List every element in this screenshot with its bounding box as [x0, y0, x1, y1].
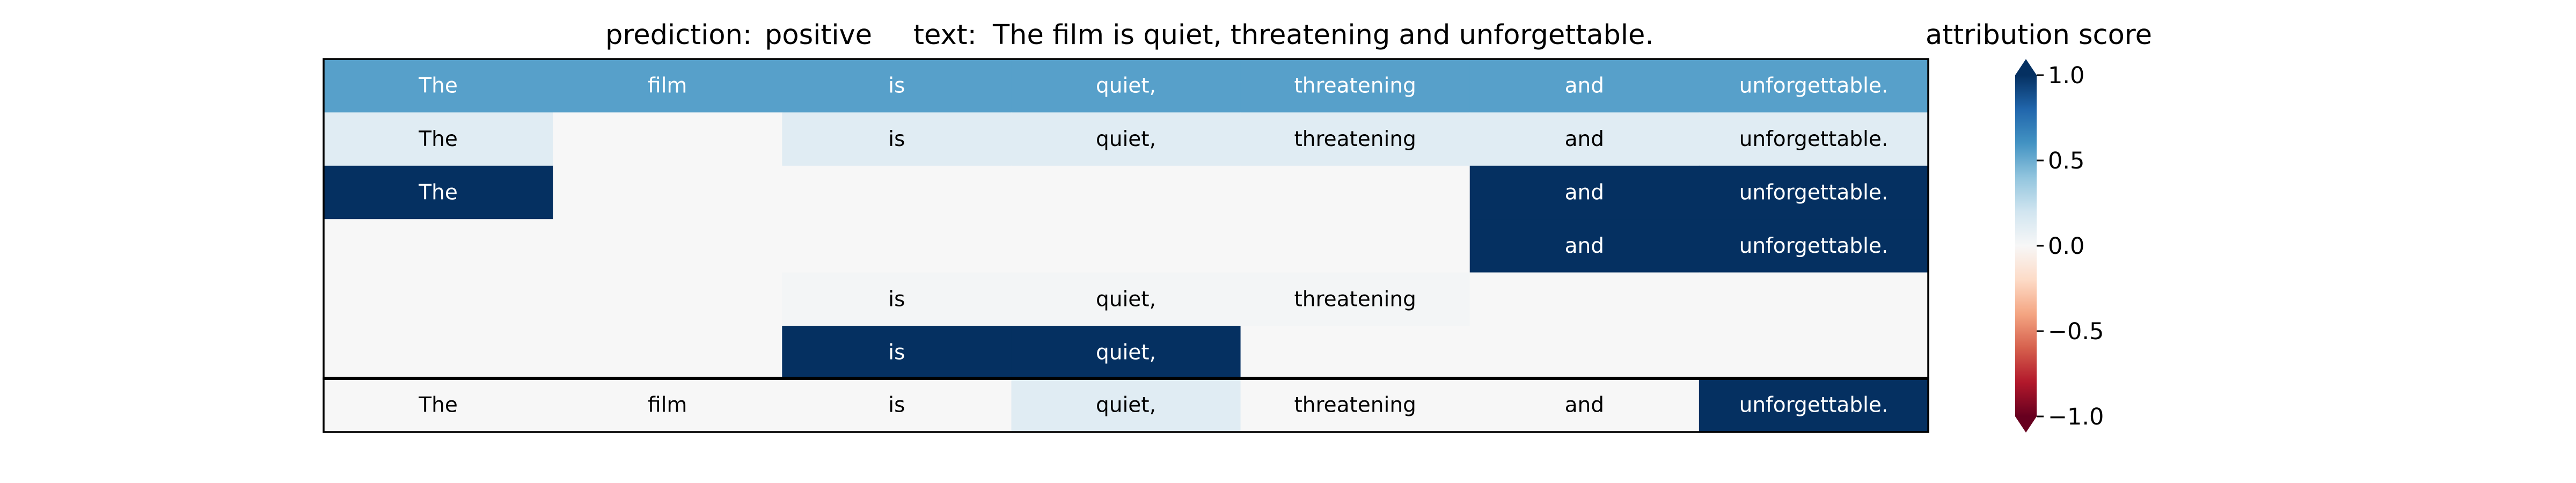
heatmap-cell — [553, 165, 782, 219]
heatmap-token-label: The — [418, 127, 458, 151]
summary-cell — [324, 378, 553, 432]
heatmap-cell — [1469, 112, 1700, 166]
heatmap-token-label: unforgettable. — [1739, 181, 1889, 205]
summary-token-label: film — [648, 393, 687, 418]
heatmap-cell — [1699, 165, 1929, 219]
heatmap-cell — [553, 219, 782, 273]
summary-cell — [1011, 378, 1241, 432]
prediction-value: positive — [765, 19, 872, 51]
heatmap-cell — [1699, 219, 1929, 273]
heatmap-cell — [1699, 272, 1929, 326]
heatmap-token-label: and — [1565, 181, 1604, 205]
heatmap-token-label: film — [648, 74, 687, 98]
summary-token-label: quiet, — [1096, 393, 1156, 418]
text-label: text: — [913, 19, 977, 51]
heatmap-token-label: The — [418, 74, 458, 98]
heatmap-cell — [782, 59, 1012, 113]
heatmap-cell — [553, 59, 782, 113]
heatmap-cell — [1240, 326, 1470, 379]
heatmap-cell — [782, 272, 1012, 326]
heatmap-cell — [324, 326, 553, 379]
heatmap-cell — [782, 112, 1012, 166]
heatmap-token-label: quiet, — [1096, 287, 1156, 311]
summary-cell — [782, 378, 1012, 432]
heatmap-cell — [1699, 112, 1929, 166]
heatmap-cell — [1240, 272, 1470, 326]
heatmap-token-label: is — [888, 341, 905, 365]
heatmap-cell — [1011, 59, 1241, 113]
colorbar-extend-max-arrow — [2015, 59, 2037, 75]
heatmap-token-label: is — [888, 127, 905, 151]
heatmap-cell — [782, 326, 1012, 379]
heatmap-cell — [553, 326, 782, 379]
heatmap-token-label: and — [1565, 234, 1604, 258]
heatmap-cell — [1699, 59, 1929, 113]
heatmap-token-label: The — [418, 181, 458, 205]
heatmap-cell — [553, 272, 782, 326]
summary-row: The film is quiet, threatening and unforgettab… — [324, 378, 1929, 432]
colorbar-gradient — [2015, 75, 2037, 416]
summary-token-label: threatening — [1294, 393, 1416, 418]
heatmap-cell — [1240, 165, 1470, 219]
heatmap-cell — [1469, 59, 1700, 113]
heatmap-token-label: is — [888, 74, 905, 98]
heatmap-token-label: quiet, — [1096, 341, 1156, 365]
heatmap-cell — [1011, 219, 1241, 273]
colorbar-title: attribution score — [1926, 19, 2152, 51]
heatmap-token-label: threatening — [1294, 74, 1416, 98]
summary-token-label: The — [418, 393, 458, 418]
heatmap-token-label: and — [1565, 74, 1604, 98]
heatmap-token-label: unforgettable. — [1739, 234, 1889, 258]
heatmap-cell — [324, 112, 553, 166]
summary-cell — [553, 378, 782, 432]
summary-token-label: and — [1565, 393, 1604, 418]
heatmap-cell — [1469, 219, 1700, 273]
heatmap-cell — [782, 219, 1012, 273]
colorbar-tick-label: −1.0 — [2048, 404, 2104, 430]
heatmap-cell — [1240, 59, 1470, 113]
heatmap-cell — [324, 272, 553, 326]
heatmap-token-label: is — [888, 287, 905, 311]
heatmap-cell — [1699, 326, 1929, 379]
heatmap-token-label: unforgettable. — [1739, 127, 1889, 151]
summary-cell — [1240, 378, 1470, 432]
colorbar-tick-label: −0.5 — [2048, 318, 2104, 345]
heatmap-cell — [324, 165, 553, 219]
heatmap-cell — [1011, 326, 1241, 379]
heatmap-token-label: threatening — [1294, 287, 1416, 311]
heatmap-token-label: and — [1565, 127, 1604, 151]
summary-token-label: unforgettable. — [1739, 393, 1889, 418]
colorbar-extend-min-arrow — [2015, 416, 2037, 433]
colorbar: 1.0 0.5 0.0 −0.5 −1.0 — [2015, 59, 2104, 433]
heatmap-cell — [1469, 326, 1700, 379]
heatmap-cell — [324, 219, 553, 273]
heatmap-cell — [1469, 272, 1700, 326]
text-value: The film is quiet, threatening and unfor… — [992, 19, 1654, 51]
colorbar-tick-label: 0.5 — [2048, 148, 2084, 174]
heatmap-cell — [1011, 272, 1241, 326]
heatmap-token-label: quiet, — [1096, 74, 1156, 98]
summary-cell — [1469, 378, 1700, 432]
heatmap-cell — [1240, 112, 1470, 166]
heatmap-cell — [1240, 219, 1470, 273]
colorbar-tick-label: 1.0 — [2048, 62, 2084, 89]
heatmap-cell — [1469, 165, 1700, 219]
heatmap-cell — [782, 165, 1012, 219]
summary-cell — [1699, 378, 1929, 432]
heatmap-cell — [1011, 165, 1241, 219]
heatmap-cell — [553, 112, 782, 166]
heatmap-token-label: unforgettable. — [1739, 74, 1889, 98]
heatmap-token-label: quiet, — [1096, 127, 1156, 151]
heatmap-grid: The film is quiet, threatening and unforgettab… — [324, 59, 1929, 379]
colorbar-tick-label: 0.0 — [2048, 233, 2084, 260]
colorbar-ticks: 1.0 0.5 0.0 −0.5 −1.0 — [2037, 62, 2104, 430]
heatmap-token-label: threatening — [1294, 127, 1416, 151]
prediction-label: prediction: — [605, 19, 752, 51]
heatmap-cell — [1011, 112, 1241, 166]
summary-token-label: is — [888, 393, 905, 418]
heatmap-cell — [324, 59, 553, 113]
